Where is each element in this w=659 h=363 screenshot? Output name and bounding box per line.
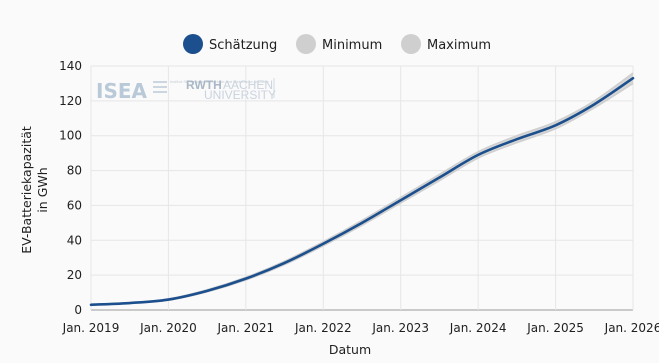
series-line-maximum [90,72,634,306]
series-lines [89,72,635,307]
y-axis-title-line1: EV-Batteriekapazität [19,126,34,254]
y-axis-ticks: 0 20 40 60 80 100 120 140 [59,59,82,317]
y-tick-label: 100 [59,129,82,143]
university-logo-text: UNIVERSITY [204,88,276,102]
series-line-minimum [90,82,634,306]
x-tick-label: Jan. 2020 [139,321,197,335]
x-axis-ticks: Jan. 2019 Jan. 2020 Jan. 2021 Jan. 2022 Jan.… [62,321,659,335]
y-tick-label: 40 [67,233,82,247]
x-tick-label: Jan. 2025 [526,321,584,335]
x-tick-label: Jan. 2019 [62,321,120,335]
x-tick-label: Jan. 2024 [449,321,507,335]
x-tick-label: Jan. 2023 [371,321,429,335]
y-tick-label: 80 [67,164,82,178]
legend-item: Maximum [401,34,491,54]
y-tick-label: 120 [59,94,82,108]
y-tick-label: 140 [59,59,82,73]
min-max-area [91,72,633,305]
legend-label: Minimum [322,38,382,53]
legend-swatch [183,34,203,54]
isea-subtext: Institut für Stromrichtertechnik und Ele… [170,80,269,84]
legend-item: Minimum [296,34,382,54]
x-tick-label: Jan. 2021 [217,321,275,335]
legend: Schätzung Minimum Maximum [183,34,491,54]
rwth-logo-text: RWTH [186,78,222,92]
y-tick-label: 20 [67,268,82,282]
legend-item: Schätzung [183,34,277,54]
x-tick-label: Jan. 2022 [294,321,352,335]
y-axis-title: EV-Batteriekapazität in GWh [19,126,50,254]
y-tick-label: 60 [67,198,82,212]
legend-swatch [401,34,421,54]
legend-label: Maximum [427,38,491,53]
y-axis-title-line2: in GWh [35,167,50,212]
series-line-schaetzung [89,76,635,307]
min-max-band [91,72,633,305]
isea-logo-text: ISEA [96,79,148,103]
legend-swatch [296,34,316,54]
y-tick-label: 0 [74,303,82,317]
grid [90,65,634,311]
logo-watermark: ISEA Institut für Stromrichtertechnik un… [96,78,276,103]
x-tick-label: Jan. 2026 [604,321,659,335]
legend-label: Schätzung [209,38,277,53]
aachen-logo-text: AACHEN [223,78,273,92]
x-axis-title: Datum [329,342,371,357]
